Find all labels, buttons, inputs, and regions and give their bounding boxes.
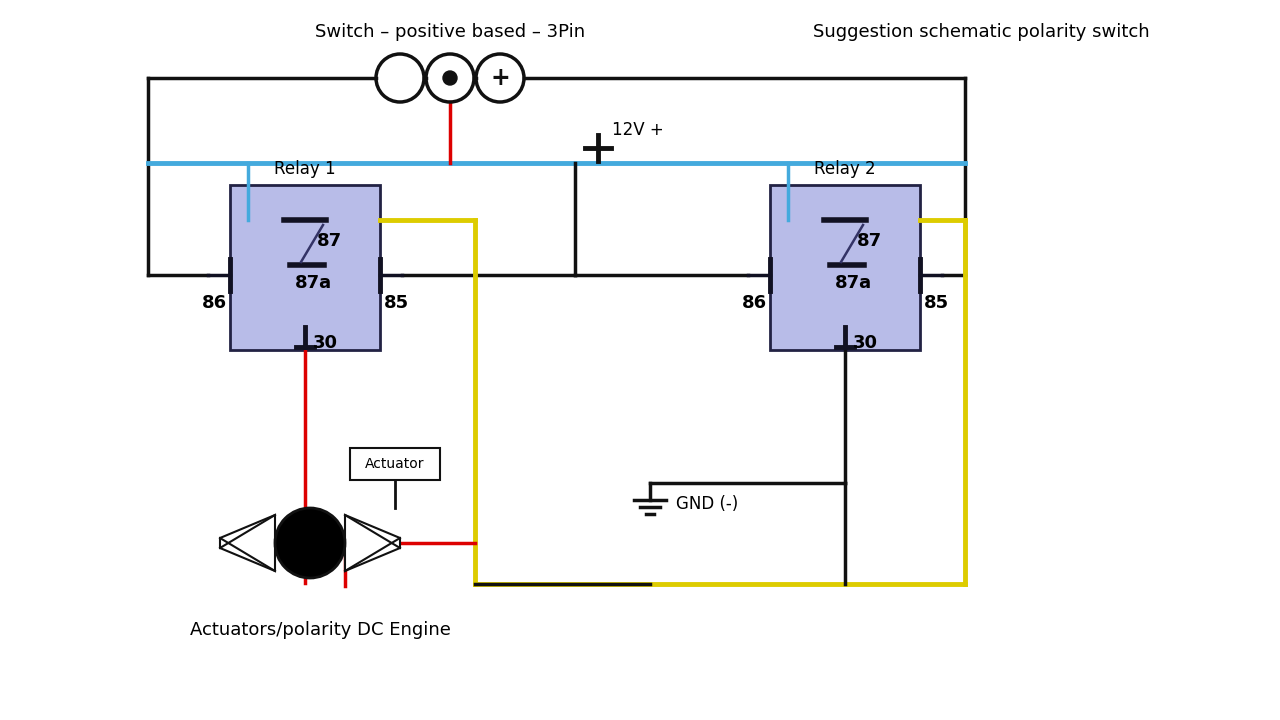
- Text: 85: 85: [923, 294, 948, 312]
- Text: 87a: 87a: [294, 274, 332, 292]
- Text: Relay 2: Relay 2: [814, 160, 876, 178]
- Circle shape: [275, 508, 346, 578]
- Text: 30: 30: [312, 334, 338, 352]
- Text: Actuators/polarity DC Engine: Actuators/polarity DC Engine: [189, 621, 451, 639]
- Text: Actuator: Actuator: [365, 457, 425, 471]
- Text: 86: 86: [201, 294, 227, 312]
- Text: Relay 1: Relay 1: [274, 160, 335, 178]
- Text: +: +: [490, 66, 509, 90]
- Bar: [349, 448, 440, 480]
- Text: GND (-): GND (-): [676, 495, 739, 513]
- Text: 87: 87: [856, 232, 882, 250]
- Text: 12V +: 12V +: [612, 121, 664, 139]
- Text: Switch – positive based – 3Pin: Switch – positive based – 3Pin: [315, 23, 585, 41]
- Bar: [230, 185, 380, 350]
- Polygon shape: [346, 515, 399, 571]
- Bar: [771, 185, 920, 350]
- Polygon shape: [220, 515, 275, 571]
- Text: Suggestion schematic polarity switch: Suggestion schematic polarity switch: [813, 23, 1149, 41]
- Text: 87a: 87a: [835, 274, 872, 292]
- Circle shape: [443, 71, 457, 85]
- Text: 30: 30: [852, 334, 878, 352]
- Text: 86: 86: [741, 294, 767, 312]
- Text: 85: 85: [384, 294, 408, 312]
- Text: 87: 87: [316, 232, 342, 250]
